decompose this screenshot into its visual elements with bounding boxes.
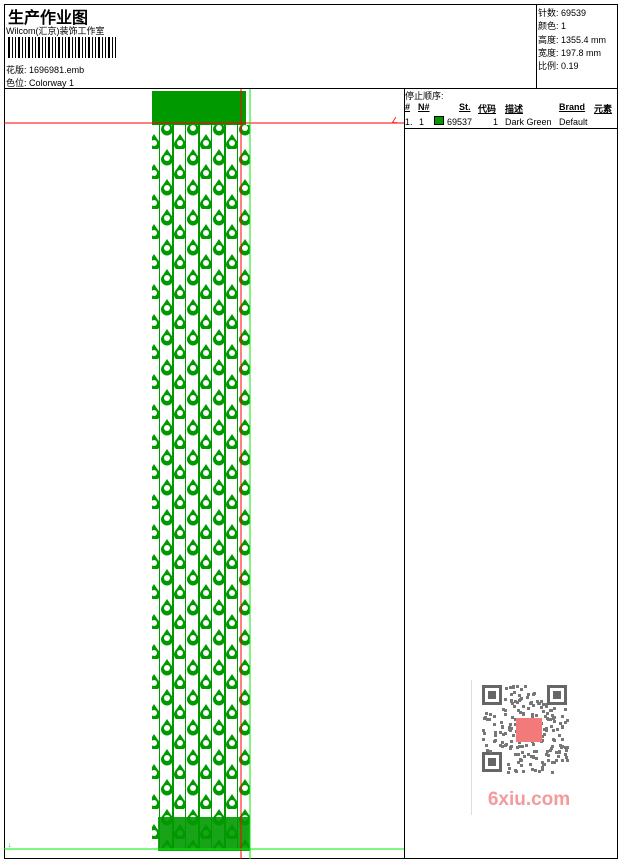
colorway-value: Colorway 1 bbox=[29, 78, 75, 88]
color-swatch bbox=[434, 116, 444, 125]
col-code: 代码 bbox=[478, 104, 497, 114]
barcode-bar bbox=[108, 37, 110, 58]
page-frame bbox=[4, 4, 618, 859]
divider bbox=[536, 4, 537, 88]
barcode-bar bbox=[102, 37, 103, 58]
barcode-bar bbox=[38, 37, 40, 58]
file-label: 花版: bbox=[6, 65, 27, 75]
info-scale: 比例: 0.19 bbox=[538, 61, 579, 71]
barcode-bar bbox=[82, 37, 83, 58]
barcode bbox=[8, 37, 116, 58]
barcode-bar bbox=[8, 37, 10, 58]
barcode-bar bbox=[75, 37, 76, 58]
watermark-text: 6xiu.com bbox=[488, 789, 570, 810]
embroidery-top-band bbox=[152, 91, 246, 125]
info-stitches: 针数: 69539 bbox=[538, 8, 587, 18]
col-stitches: St. bbox=[459, 102, 471, 112]
colorway-label: 色位: bbox=[6, 78, 27, 88]
info-height: 高度: 1355.4 mm bbox=[538, 35, 607, 45]
seal-icon bbox=[516, 718, 542, 742]
file-name: 花版: 1696981.emb bbox=[6, 63, 84, 76]
info-width: 宽度: 197.8 mm bbox=[538, 48, 602, 58]
barcode-bar bbox=[95, 37, 96, 58]
col-index: # bbox=[405, 102, 411, 112]
barcode-bar bbox=[52, 37, 53, 58]
col-element: 元素 bbox=[594, 104, 613, 114]
barcode-bar bbox=[112, 37, 113, 58]
divider bbox=[404, 88, 405, 859]
row-brand: Default bbox=[559, 117, 588, 127]
stop-sequence-title: 停止顺序: bbox=[405, 91, 444, 101]
barcode-bar bbox=[98, 37, 100, 58]
info-colors: 颜色: 1 bbox=[538, 21, 567, 31]
embroidery-preview: ∠ ↓ bbox=[4, 89, 404, 859]
barcode-bar bbox=[12, 37, 13, 58]
barcode-bar bbox=[48, 37, 50, 58]
barcode-bar bbox=[85, 37, 86, 58]
embroidery-body bbox=[152, 125, 250, 849]
barcode-bar bbox=[88, 37, 90, 58]
barcode-bar bbox=[35, 37, 36, 58]
col-n: N# bbox=[418, 102, 430, 112]
row-stitches: 69537 bbox=[447, 117, 473, 127]
barcode-bar bbox=[15, 37, 16, 58]
start-marker: ↓ bbox=[8, 842, 12, 849]
col-description: 描述 bbox=[505, 104, 524, 114]
barcode-bar bbox=[32, 37, 33, 58]
barcode-bar bbox=[105, 37, 106, 58]
row-index: 1. bbox=[405, 117, 413, 127]
barcode-bar bbox=[72, 37, 73, 58]
barcode-bar bbox=[18, 37, 20, 58]
row-n: 1 bbox=[419, 117, 425, 127]
barcode-bar bbox=[28, 37, 30, 58]
embroidery-bottom-band bbox=[158, 817, 250, 851]
file-value: 1696981.emb bbox=[29, 65, 85, 75]
col-brand: Brand bbox=[559, 102, 586, 112]
barcode-bar bbox=[68, 37, 70, 58]
barcode-bar bbox=[92, 37, 93, 58]
row-code: 1 bbox=[493, 117, 499, 127]
barcode-bar bbox=[55, 37, 56, 58]
row-description: Dark Green bbox=[505, 117, 552, 127]
page-title: 生产作业图 bbox=[8, 10, 89, 27]
company-name: Wilcom(汇京)装饰工作室 bbox=[6, 26, 105, 36]
end-marker: ∠ bbox=[391, 116, 398, 125]
barcode-bar bbox=[45, 37, 46, 58]
barcode-bar bbox=[115, 37, 116, 58]
barcode-bar bbox=[78, 37, 80, 58]
divider bbox=[404, 128, 618, 129]
qr-code: 6xiu.com bbox=[482, 685, 570, 810]
barcode-bar bbox=[65, 37, 66, 58]
colorway: 色位: Colorway 1 bbox=[6, 76, 74, 89]
barcode-bar bbox=[58, 37, 60, 58]
divider bbox=[4, 88, 618, 89]
barcode-bar bbox=[42, 37, 43, 58]
barcode-bar bbox=[22, 37, 23, 58]
qr-watermark: 6xiu.com bbox=[471, 680, 586, 815]
barcode-bar bbox=[25, 37, 26, 58]
barcode-bar bbox=[62, 37, 63, 58]
